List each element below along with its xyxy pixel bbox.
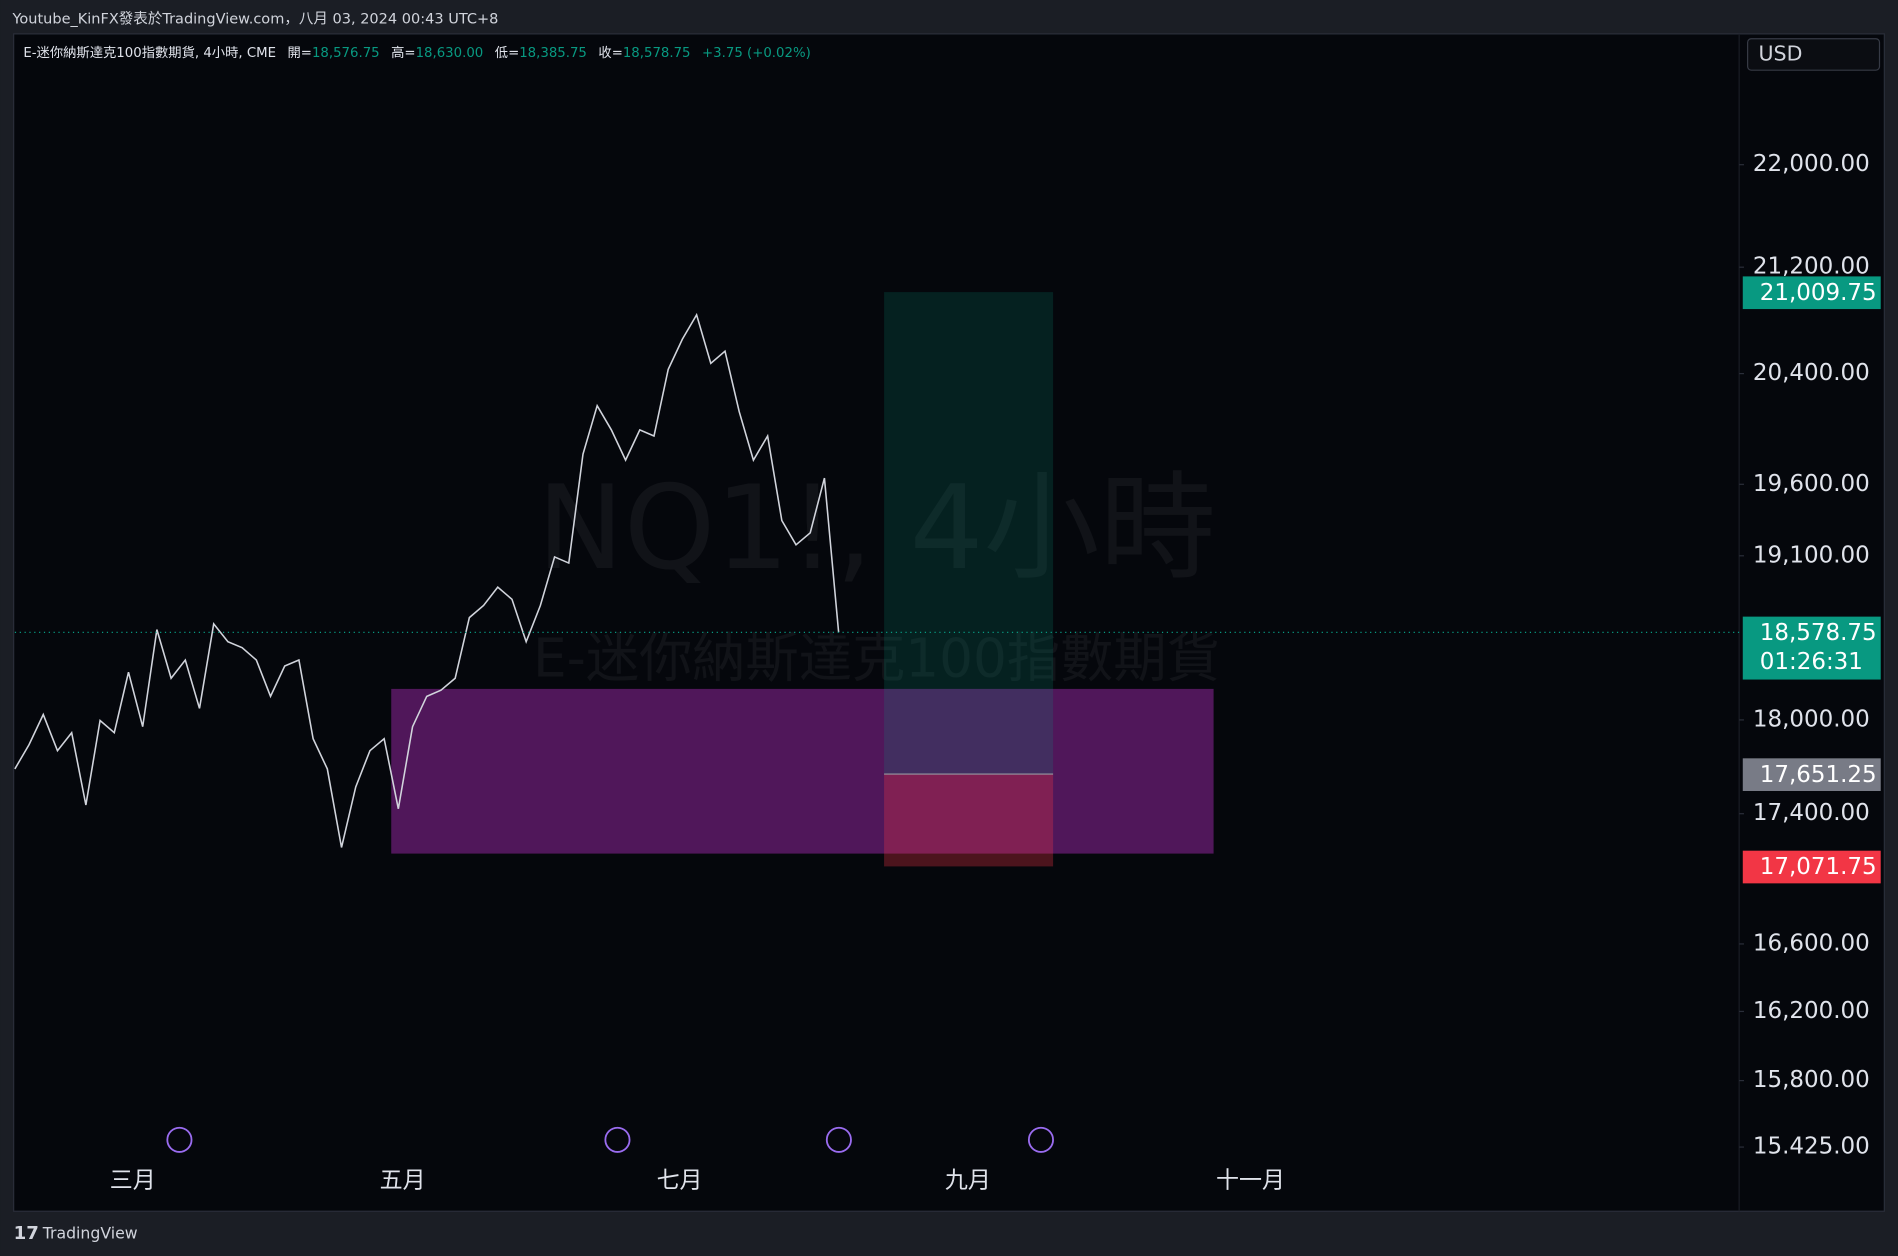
legend-value: 18,576.75 <box>312 46 380 61</box>
target-area <box>884 292 1054 775</box>
watermark: NQ1!, 4小時 E-迷你納斯達克100指數期貨 <box>533 461 1220 690</box>
legend-label: 開= <box>288 46 312 61</box>
price-tag-label: 18,578.75 <box>1760 620 1877 646</box>
ohlc-legend: E-迷你納斯達克100指數期貨, 4小時, CME 開=18,576.75 高=… <box>23 44 810 61</box>
event-icon[interactable] <box>166 1126 193 1153</box>
x-tick-label: 九月 <box>945 1167 991 1193</box>
y-tick-label: 20,400.00 <box>1753 360 1870 386</box>
y-tick-label: 15.425.00 <box>1753 1134 1870 1160</box>
price-tag-label: 21,009.75 <box>1760 280 1877 306</box>
stop-area <box>884 774 1054 867</box>
y-tick-label: 16,200.00 <box>1753 998 1870 1024</box>
watermark-symbol: NQ1!, 4小時 <box>537 461 1216 596</box>
currency-label[interactable]: USD <box>1759 41 1803 65</box>
countdown: 01:26:31 <box>1760 649 1863 675</box>
price-tag <box>1742 276 1881 310</box>
logo-mark: 17 <box>14 1223 39 1244</box>
legend-value: 18,578.75 <box>623 46 691 61</box>
y-tick-label: 19,600.00 <box>1753 471 1870 497</box>
legend-label: 高= <box>391 44 415 61</box>
legend-label: 收= <box>598 45 622 61</box>
event-icon[interactable] <box>604 1126 631 1153</box>
x-tick-label: 七月 <box>657 1167 703 1193</box>
price-tag <box>1742 758 1881 791</box>
legend-label: 低= <box>495 45 519 61</box>
y-tick-label: 15,800.00 <box>1753 1067 1870 1093</box>
x-tick-label: 十一月 <box>1216 1167 1285 1193</box>
y-tick-label: 17,400.00 <box>1753 800 1870 826</box>
plot <box>14 292 1740 867</box>
price-tag-label: 17,651.25 <box>1760 762 1877 788</box>
y-tick-label: 18,000.00 <box>1753 706 1870 732</box>
price-tag <box>1742 616 1881 680</box>
legend-value: 18,630.00 <box>416 46 484 61</box>
header: Youtube_KinFX發表於TradingView.com，八月 03, 2… <box>11 10 498 27</box>
event-icon[interactable] <box>1027 1126 1054 1153</box>
event-icons <box>166 1126 1054 1153</box>
x-tick-label: 三月 <box>110 1167 156 1193</box>
price-tag <box>1742 850 1881 884</box>
event-icon[interactable] <box>825 1126 852 1153</box>
price-line <box>14 312 840 848</box>
chart-panel <box>13 33 1885 1212</box>
legend-value: 18,385.75 <box>519 46 587 61</box>
symbol: E-迷你納斯達克100指數期貨, 4小時, CME <box>23 44 276 61</box>
y-tick-label: 16,600.00 <box>1753 930 1870 956</box>
zone <box>391 688 1214 854</box>
legend-change: +3.75 (+0.02%) <box>702 46 811 61</box>
y-tick-label: 22,000.00 <box>1753 151 1870 177</box>
x-tick-label: 五月 <box>380 1167 426 1193</box>
y-tick-label: 19,100.00 <box>1753 542 1870 568</box>
footer: TradingView <box>42 1224 138 1243</box>
watermark-name: E-迷你納斯達克100指數期貨 <box>533 628 1220 690</box>
y-tick-label: 21,200.00 <box>1753 254 1870 280</box>
currency-button[interactable] <box>1747 38 1881 71</box>
price-tag-label: 17,071.75 <box>1760 854 1877 880</box>
